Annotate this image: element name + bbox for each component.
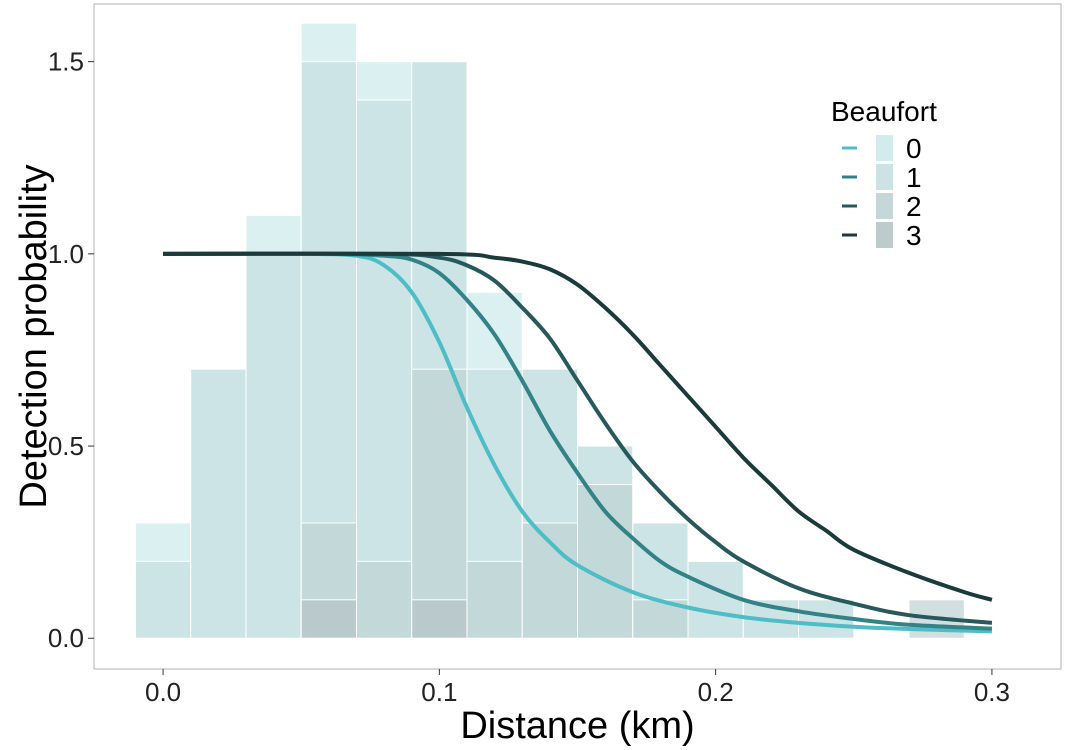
panel-border bbox=[93, 3, 1062, 670]
legend-label-0: 0 bbox=[906, 133, 922, 164]
x-tick-label: 0.0 bbox=[145, 677, 181, 707]
y-axis-ticks: 0.0 0.5 1.0 1.5 bbox=[48, 47, 94, 653]
histogram-bar-beaufort-1-4 bbox=[355, 99, 413, 639]
legend-title: Beaufort bbox=[831, 96, 937, 127]
y-axis-title: Detection probability bbox=[13, 164, 55, 508]
legend-fill-key-1 bbox=[876, 164, 893, 190]
legend-label-1: 1 bbox=[906, 162, 922, 193]
histogram-bar-beaufort-3-1 bbox=[411, 599, 468, 639]
histogram-bar-beaufort-2-4 bbox=[521, 522, 578, 639]
y-tick-label: 0.5 bbox=[48, 431, 84, 461]
y-tick-label: 1.0 bbox=[48, 239, 84, 269]
detection-curve-beaufort-3 bbox=[163, 251, 993, 602]
histogram-bar-beaufort-1-10 bbox=[687, 560, 744, 639]
y-tick-label: 0.0 bbox=[48, 623, 84, 653]
x-tick-label: 0.2 bbox=[698, 677, 734, 707]
y-tick-label: 1.5 bbox=[48, 47, 84, 77]
x-tick-label: 0.3 bbox=[974, 677, 1010, 707]
x-tick-label: 0.1 bbox=[421, 677, 457, 707]
legend-label-3: 3 bbox=[906, 220, 922, 251]
histogram-bar-beaufort-2-5 bbox=[577, 483, 634, 639]
histogram-layer bbox=[134, 22, 965, 639]
x-axis-title: Distance (km) bbox=[460, 705, 694, 747]
legend-label-2: 2 bbox=[906, 191, 922, 222]
x-axis-ticks: 0.0 0.1 0.2 0.3 bbox=[145, 669, 1010, 707]
legend-fill-key-2 bbox=[876, 193, 893, 219]
detection-curve-beaufort-0 bbox=[163, 251, 992, 634]
legend-fill-key-3 bbox=[876, 222, 893, 248]
curve-layer bbox=[163, 251, 993, 634]
histogram-bar-beaufort-2-3 bbox=[466, 560, 523, 639]
histogram-bar-beaufort-2-2 bbox=[411, 368, 468, 639]
detection-curve-beaufort-2 bbox=[163, 251, 993, 625]
histogram-bar-beaufort-3-0 bbox=[300, 599, 357, 639]
histogram-bar-beaufort-2-1 bbox=[355, 560, 413, 639]
histogram-bar-beaufort-1-2 bbox=[245, 253, 302, 639]
histogram-bar-beaufort-1-0 bbox=[134, 560, 192, 639]
detection-curve-beaufort-1 bbox=[163, 251, 993, 631]
histogram-bar-beaufort-1-1 bbox=[190, 368, 247, 639]
legend-fill-key-0 bbox=[876, 135, 893, 161]
